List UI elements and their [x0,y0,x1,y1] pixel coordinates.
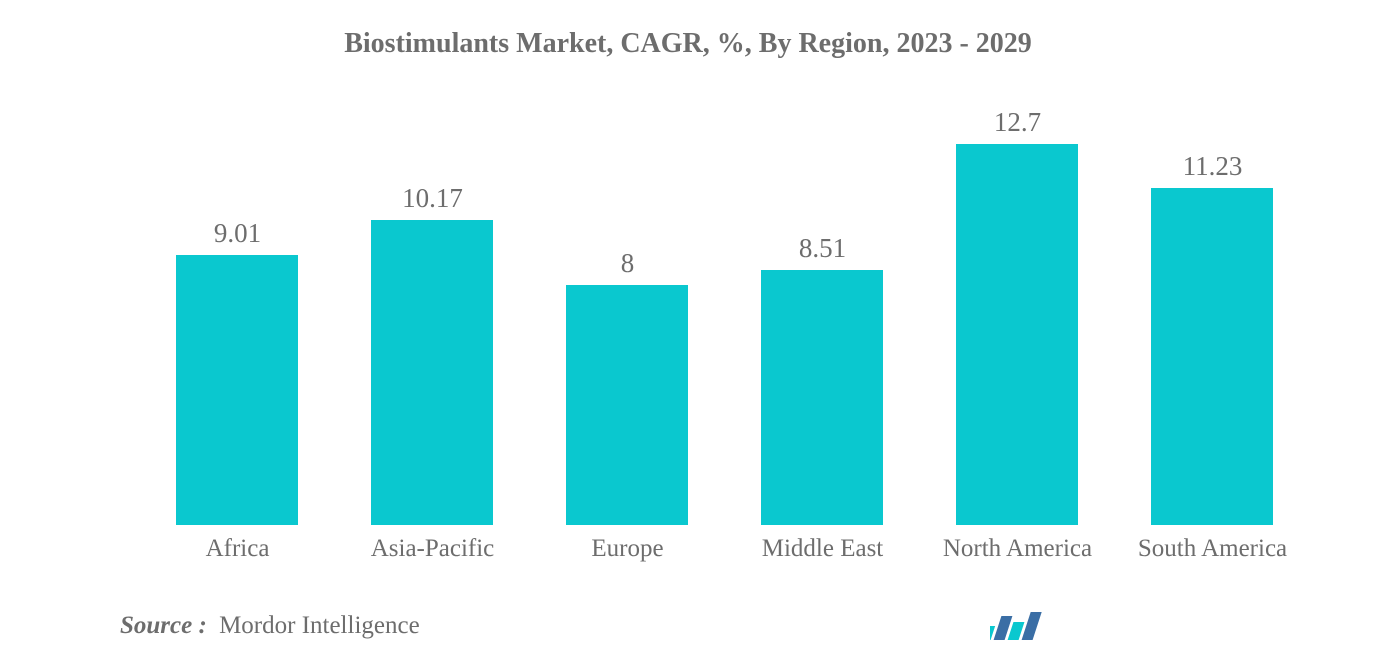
bar-value-label: 8 [530,248,725,279]
bar-value-label: 12.7 [920,107,1115,138]
bar [566,285,688,525]
bar [956,144,1078,525]
bar-value-label: 8.51 [725,233,920,264]
plot-area: 9.0110.17 88.51 12.711.23 [140,105,1310,525]
source-text: Mordor Intelligence [219,612,420,639]
category-label: Asia-Pacific [335,535,530,563]
bar-group: 8.51 [725,105,920,525]
bar-value-label: 11.23 [1115,151,1310,182]
mordor-logo-icon [990,608,1046,640]
bar-group: 11.23 [1115,105,1310,525]
chart-title: Biostimulants Market, CAGR, %, By Region… [0,28,1376,60]
bar [1151,188,1273,525]
bar-group: 12.7 [920,105,1115,525]
bar-value-label: 9.01 [140,218,335,249]
category-label: Europe [530,535,725,563]
category-label: North America [920,535,1115,563]
bar-group: 10.17 [335,105,530,525]
bar-group: 9.01 [140,105,335,525]
bar [371,220,493,525]
category-label: Africa [140,535,335,563]
category-label: Middle East [725,535,920,563]
bar-group: 8 [530,105,725,525]
source-line: Source : Mordor Intelligence [120,612,420,640]
bar [176,255,298,525]
bar [761,270,883,525]
source-label: Source : [120,612,207,639]
category-label: South America [1115,535,1310,563]
bar-value-label: 10.17 [335,183,530,214]
chart-container: Biostimulants Market, CAGR, %, By Region… [0,0,1376,665]
